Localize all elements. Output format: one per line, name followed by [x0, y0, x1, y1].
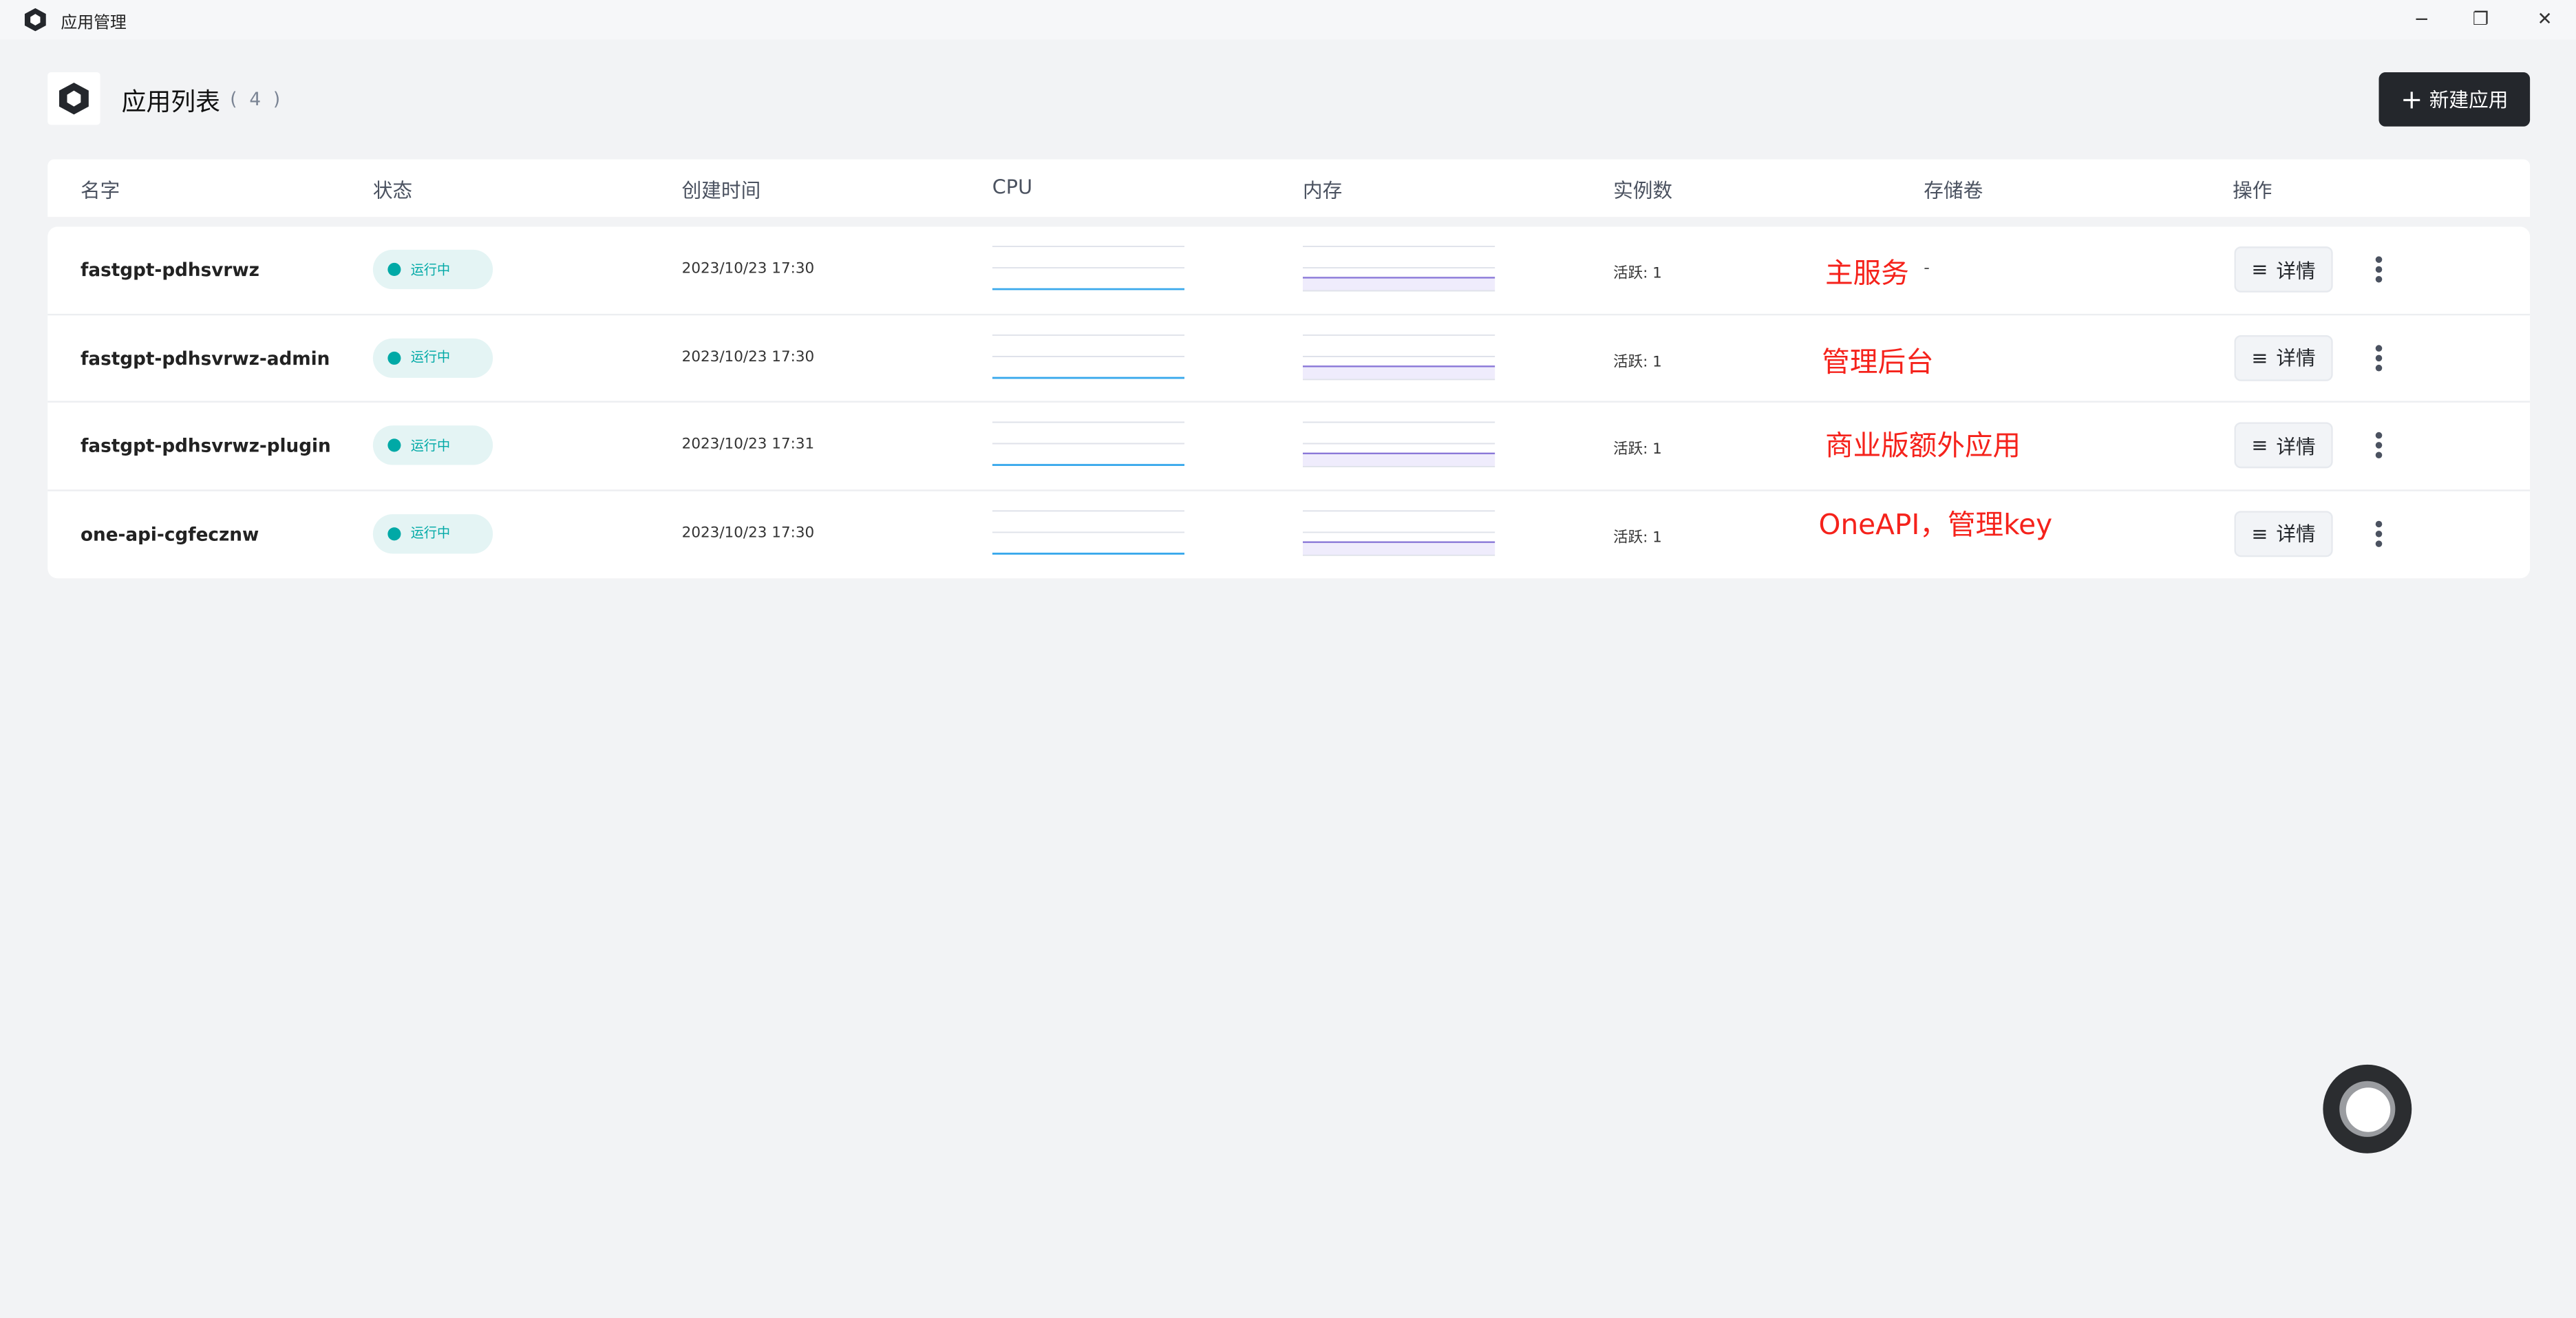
created-time: 2023/10/23 17:31: [681, 436, 815, 454]
status-dot-icon: [387, 350, 401, 364]
memory-sparkline: [1302, 421, 1495, 467]
app-name[interactable]: fastgpt-pdhsvrwz-admin: [80, 347, 330, 369]
col-memory: 内存: [1302, 179, 1343, 202]
restore-button[interactable]: ❐: [2472, 8, 2489, 30]
status-dot-icon: [387, 262, 401, 277]
col-status: 状态: [372, 179, 413, 202]
more-options-icon[interactable]: [2371, 429, 2387, 462]
memory-sparkline: [1302, 333, 1495, 380]
table-row[interactable]: fastgpt-pdhsvrwz-admin 运行中 2023/10/23 17…: [47, 315, 2531, 403]
table-header: 名字 状态 创建时间 CPU 内存 实例数 存储卷 操作: [47, 159, 2531, 217]
plus-icon: +: [2401, 83, 2423, 114]
app-name[interactable]: fastgpt-pdhsvrwz: [80, 259, 259, 281]
col-storage: 存储卷: [1924, 179, 1983, 202]
more-options-icon[interactable]: [2371, 517, 2387, 550]
storage-value: -: [1924, 259, 1930, 278]
page-title: 应用列表: [121, 87, 220, 117]
more-options-icon[interactable]: [2371, 341, 2387, 374]
app-name[interactable]: fastgpt-pdhsvrwz-plugin: [80, 435, 331, 457]
instances-count: 活跃: 1: [1613, 354, 1662, 371]
cpu-sparkline: [992, 421, 1185, 466]
list-icon: ≡: [2251, 434, 2268, 457]
detail-button[interactable]: ≡ 详情: [2234, 334, 2333, 381]
detail-button[interactable]: ≡ 详情: [2234, 246, 2333, 293]
table-row[interactable]: fastgpt-pdhsvrwz-plugin 运行中 2023/10/23 1…: [47, 403, 2531, 491]
table-row[interactable]: fastgpt-pdhsvrwz 运行中 2023/10/23 17:30 活跃…: [47, 226, 2531, 315]
created-time: 2023/10/23 17:30: [681, 261, 815, 278]
status-text: 运行中: [410, 438, 451, 453]
more-options-icon[interactable]: [2371, 253, 2387, 286]
detail-button[interactable]: ≡ 详情: [2234, 422, 2333, 469]
new-app-label: 新建应用: [2429, 88, 2509, 112]
status-badge: 运行中: [372, 513, 493, 553]
memory-area: [1302, 453, 1495, 467]
col-name: 名字: [80, 179, 120, 202]
annotation-text: 管理后台: [1822, 346, 1934, 379]
table-row[interactable]: one-api-cgfecznw 运行中 2023/10/23 17:30 活跃…: [47, 491, 2530, 579]
list-icon: ≡: [2251, 346, 2268, 369]
app-table-body: fastgpt-pdhsvrwz 运行中 2023/10/23 17:30 活跃…: [47, 226, 2531, 579]
app-name[interactable]: one-api-cgfecznw: [80, 523, 259, 545]
cpu-sparkline: [992, 333, 1185, 379]
status-text: 运行中: [410, 525, 451, 541]
created-time: 2023/10/23 17:30: [681, 349, 815, 366]
detail-label: 详情: [2276, 434, 2316, 458]
detail-label: 详情: [2276, 346, 2316, 370]
created-time: 2023/10/23 17:30: [681, 524, 815, 542]
memory-sparkline: [1302, 246, 1495, 292]
instances-count: 活跃: 1: [1613, 442, 1662, 459]
app-logo-icon: [24, 8, 46, 32]
status-badge: 运行中: [372, 425, 493, 465]
floating-assistant-button[interactable]: [2323, 1064, 2412, 1154]
status-badge: 运行中: [372, 249, 493, 290]
status-dot-icon: [387, 527, 401, 540]
annotation-text: 商业版额外应用: [1825, 430, 2021, 464]
instances-count: 活跃: 1: [1613, 266, 1662, 283]
col-actions: 操作: [2233, 179, 2272, 202]
col-instances: 实例数: [1613, 179, 1673, 202]
status-text: 运行中: [410, 350, 451, 365]
detail-button[interactable]: ≡ 详情: [2234, 510, 2333, 557]
detail-label: 详情: [2276, 522, 2316, 546]
close-button[interactable]: ✕: [2537, 8, 2553, 30]
annotation-text: OneAPI，管理key: [1818, 508, 2053, 542]
status-badge: 运行中: [372, 337, 493, 377]
cpu-sparkline: [992, 246, 1185, 290]
memory-area: [1302, 541, 1495, 555]
annotation-text: 主服务: [1825, 257, 1909, 291]
status-text: 运行中: [410, 262, 451, 277]
cpu-sparkline: [992, 509, 1185, 554]
app-count: ( 4 ): [230, 88, 284, 110]
col-cpu: CPU: [992, 176, 1033, 199]
col-created: 创建时间: [681, 179, 761, 202]
list-icon: ≡: [2251, 521, 2268, 545]
memory-area: [1302, 365, 1495, 379]
status-dot-icon: [387, 438, 401, 452]
instances-count: 活跃: 1: [1613, 529, 1662, 546]
memory-area: [1302, 277, 1495, 291]
new-app-button[interactable]: + 新建应用: [2378, 72, 2531, 127]
app-list-icon: [47, 72, 100, 125]
window-title: 应用管理: [61, 14, 127, 33]
list-icon: ≡: [2251, 257, 2268, 281]
title-bar: 应用管理 − ❐ ✕: [0, 0, 2576, 40]
memory-sparkline: [1302, 509, 1495, 555]
detail-label: 详情: [2276, 258, 2316, 282]
minimize-button[interactable]: −: [2414, 8, 2429, 30]
